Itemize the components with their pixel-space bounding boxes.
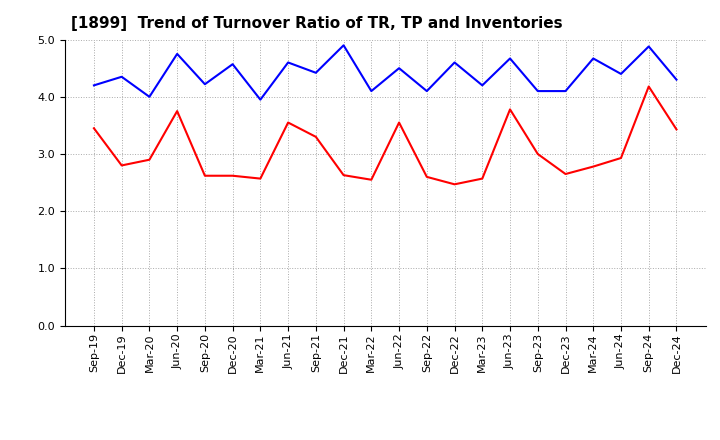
Trade Payables [423, 88, 431, 94]
Trade Receivables [284, 120, 292, 125]
Trade Payables [256, 97, 265, 102]
Trade Receivables [589, 164, 598, 169]
Trade Payables [589, 56, 598, 61]
Trade Receivables [450, 182, 459, 187]
Trade Payables [450, 60, 459, 65]
Trade Payables [534, 88, 542, 94]
Trade Receivables [201, 173, 210, 178]
Trade Receivables [672, 127, 681, 132]
Trade Payables [312, 70, 320, 75]
Trade Payables [228, 62, 237, 67]
Trade Receivables [173, 108, 181, 114]
Trade Receivables [534, 151, 542, 157]
Trade Receivables [423, 174, 431, 180]
Trade Payables [173, 51, 181, 56]
Trade Receivables [339, 172, 348, 178]
Trade Payables [145, 94, 154, 99]
Trade Receivables [312, 134, 320, 139]
Trade Receivables [561, 171, 570, 176]
Trade Payables [395, 66, 403, 71]
Trade Receivables [644, 84, 653, 89]
Trade Payables [561, 88, 570, 94]
Trade Receivables [505, 107, 514, 112]
Trade Payables [284, 60, 292, 65]
Trade Payables [201, 81, 210, 87]
Trade Payables [505, 56, 514, 61]
Trade Receivables [367, 177, 376, 182]
Line: Trade Receivables: Trade Receivables [94, 87, 677, 184]
Trade Payables [89, 83, 98, 88]
Trade Receivables [616, 155, 625, 161]
Trade Receivables [117, 163, 126, 168]
Trade Receivables [478, 176, 487, 181]
Trade Receivables [89, 125, 98, 131]
Trade Receivables [228, 173, 237, 178]
Text: [1899]  Trend of Turnover Ratio of TR, TP and Inventories: [1899] Trend of Turnover Ratio of TR, TP… [71, 16, 563, 32]
Trade Payables [367, 88, 376, 94]
Trade Payables [117, 74, 126, 79]
Trade Receivables [395, 120, 403, 125]
Trade Payables [616, 71, 625, 77]
Trade Payables [644, 44, 653, 49]
Trade Receivables [256, 176, 265, 181]
Trade Receivables [145, 157, 154, 162]
Line: Trade Payables: Trade Payables [94, 45, 677, 99]
Trade Payables [672, 77, 681, 82]
Trade Payables [478, 83, 487, 88]
Trade Payables [339, 43, 348, 48]
